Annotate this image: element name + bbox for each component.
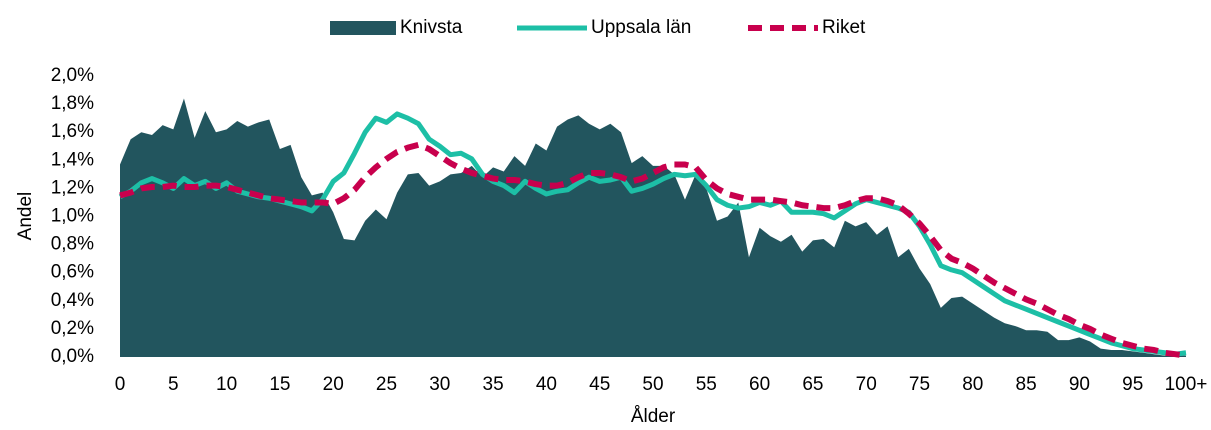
x-tick-label: 40 (536, 374, 557, 395)
y-tick-label: 1,8% (51, 93, 94, 114)
x-tick-label: 85 (1016, 374, 1037, 395)
x-tick-label: 80 (962, 374, 983, 395)
y-tick-label: 0,0% (51, 346, 94, 367)
x-tick-label: 35 (483, 374, 504, 395)
x-tick-label: 65 (802, 374, 823, 395)
x-tick-label: 10 (216, 374, 237, 395)
x-tick-label: 20 (323, 374, 344, 395)
x-tick-label: 90 (1069, 374, 1090, 395)
legend-label: Knivsta (400, 17, 463, 38)
x-tick-label: 50 (642, 374, 663, 395)
x-tick-label: 15 (269, 374, 290, 395)
x-tick-label: 5 (168, 374, 179, 395)
legend-label: Uppsala län (591, 17, 691, 38)
y-tick-label: 1,2% (51, 177, 94, 198)
line (118, 111, 1187, 357)
line (119, 141, 1187, 359)
x-tick-label: 95 (1122, 374, 1143, 395)
x-tick-label: 30 (429, 374, 450, 395)
x-tick-label: 60 (749, 374, 770, 395)
area (120, 98, 1186, 357)
x-tick-label: 55 (696, 374, 717, 395)
y-axis-label: Andel (15, 192, 36, 241)
x-tick-label: 0 (115, 374, 126, 395)
y-tick-label: 2,0% (51, 65, 94, 86)
legend-swatch (330, 21, 396, 35)
x-axis-label: Ålder (631, 406, 676, 427)
x-tick-label: 70 (856, 374, 877, 395)
legend-label: Riket (822, 17, 866, 38)
y-tick-label: 0,8% (51, 234, 94, 255)
y-tick-label: 0,6% (51, 262, 94, 283)
x-tick-label: 45 (589, 374, 610, 395)
x-tick-label: 75 (909, 374, 930, 395)
y-tick-label: 0,4% (51, 290, 94, 311)
y-tick-label: 1,0% (51, 206, 94, 227)
y-tick-label: 0,2% (51, 318, 94, 339)
y-tick-label: 1,6% (51, 121, 94, 142)
x-tick-label: 25 (376, 374, 397, 395)
y-tick-label: 1,4% (51, 149, 94, 170)
x-tick-label: 100+ (1165, 374, 1208, 395)
